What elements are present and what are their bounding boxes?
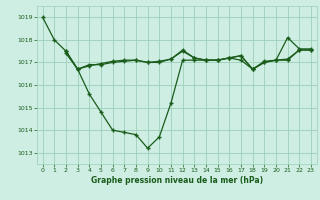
X-axis label: Graphe pression niveau de la mer (hPa): Graphe pression niveau de la mer (hPa): [91, 176, 263, 185]
